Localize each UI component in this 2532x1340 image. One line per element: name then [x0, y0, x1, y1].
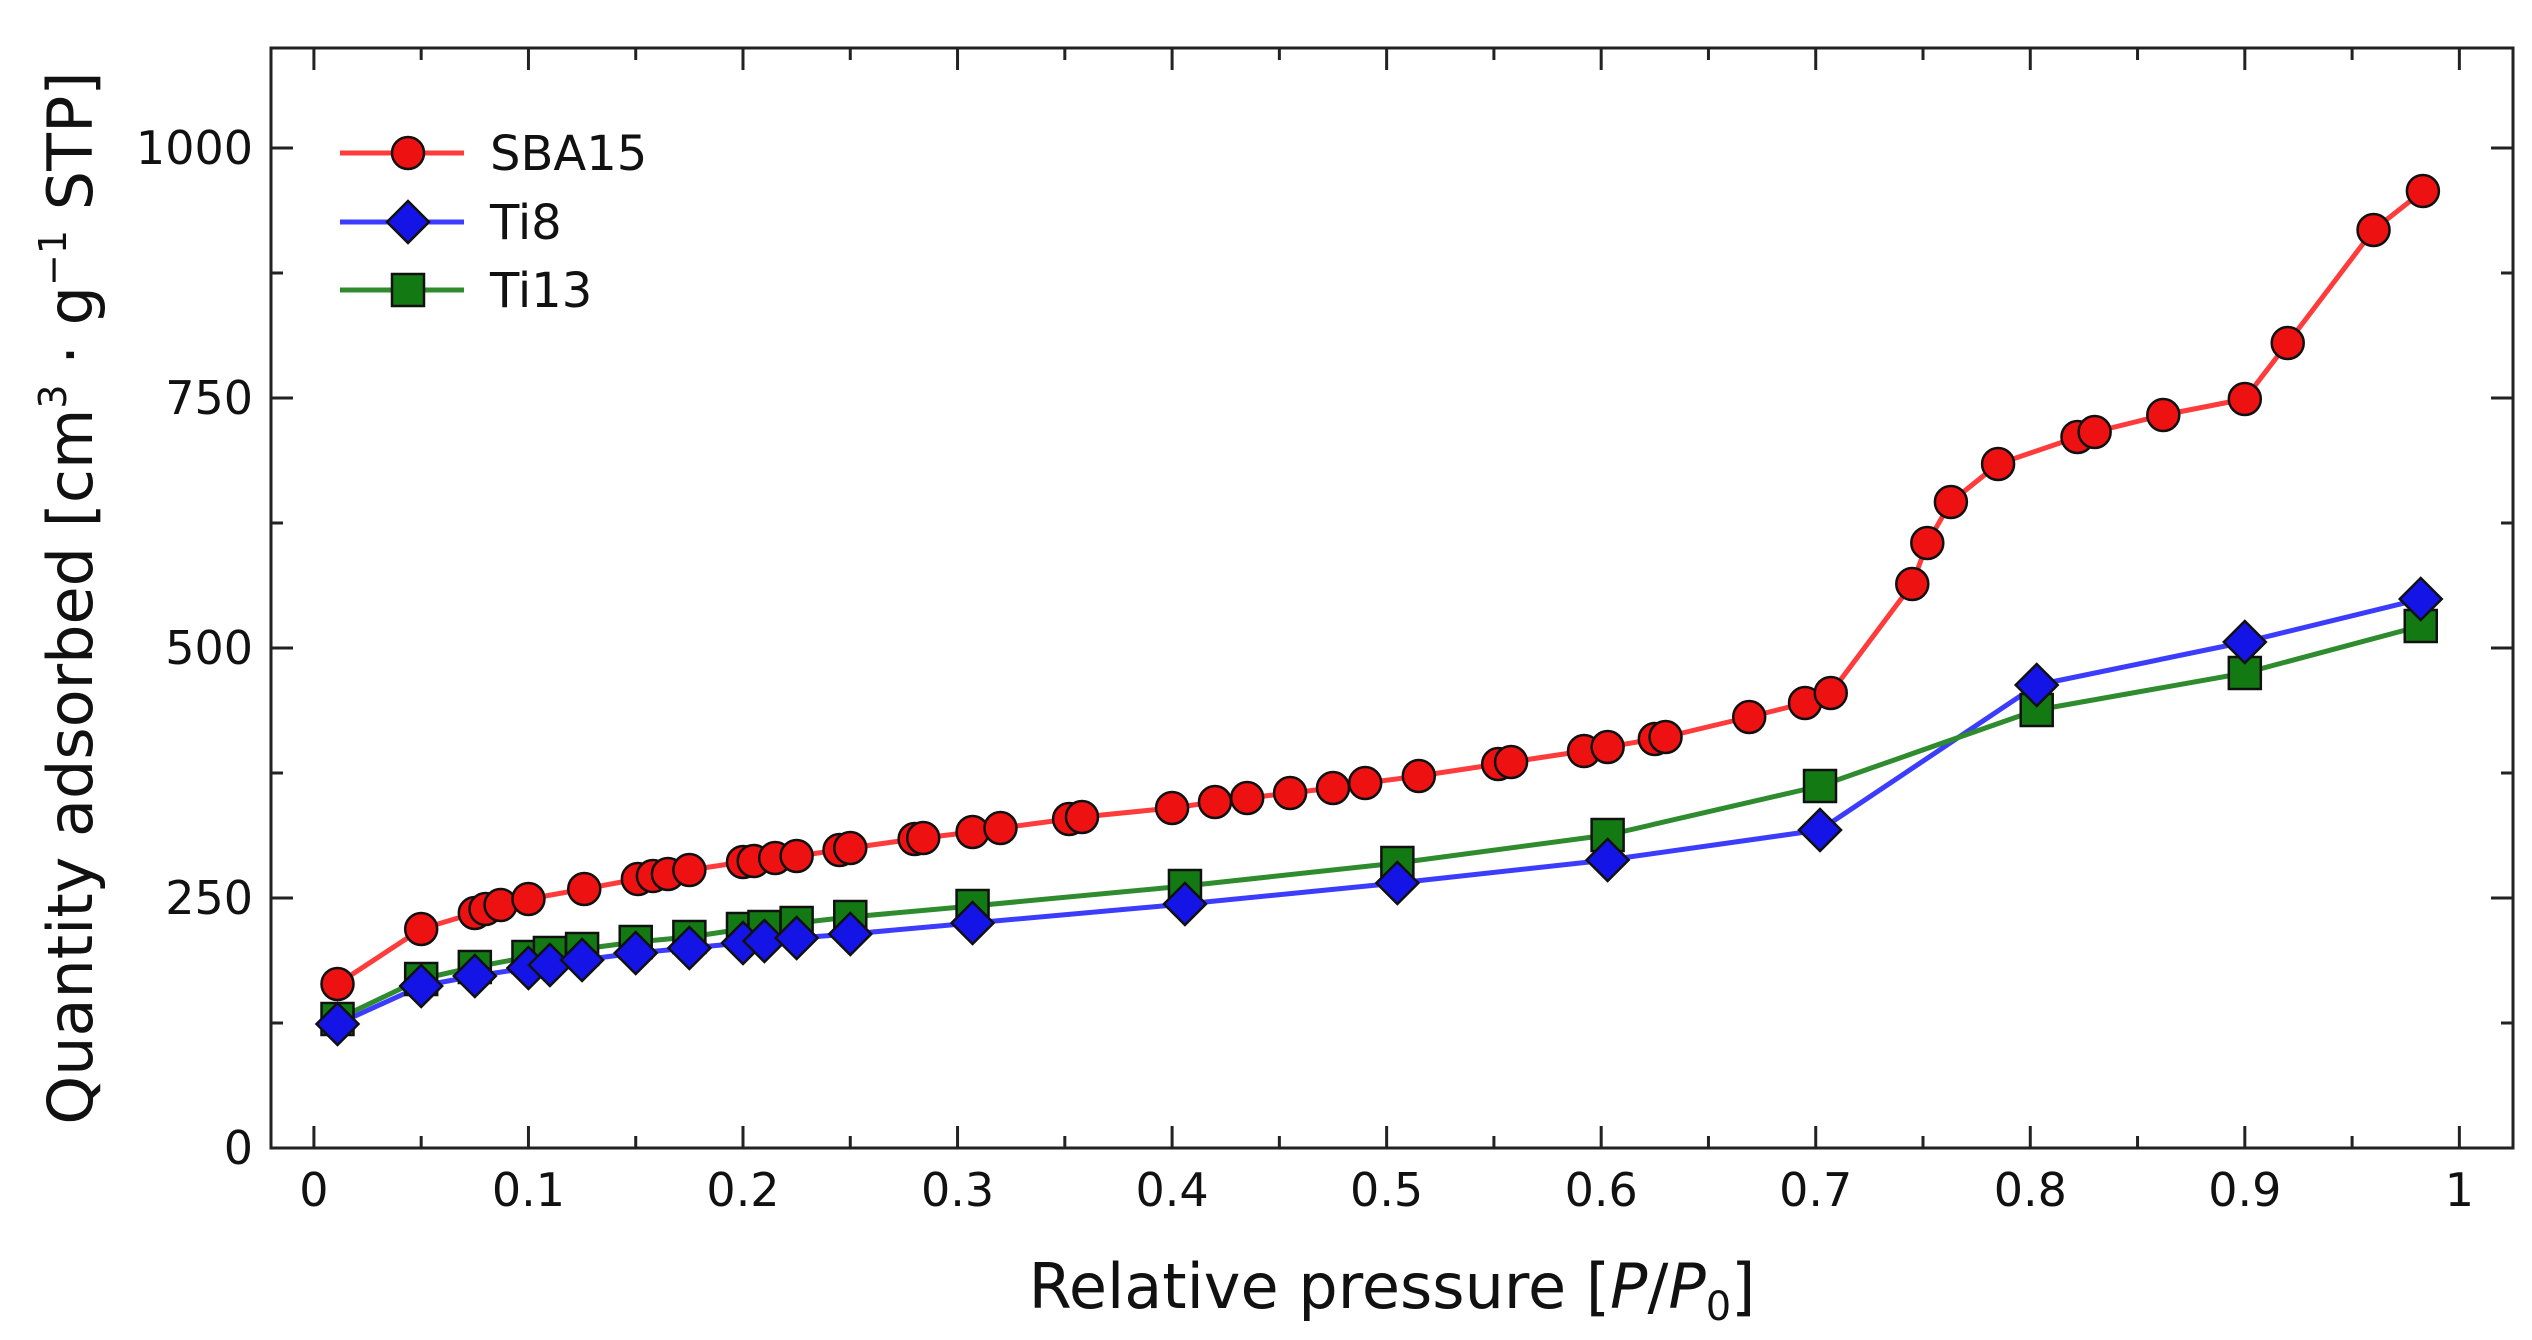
legend-marker-ti13 [390, 272, 426, 308]
x-tick-label: 0.2 [706, 1163, 779, 1217]
legend-marker-sba15 [390, 135, 426, 171]
data-point-ti13 [1802, 768, 1838, 804]
data-point-sba15 [2227, 381, 2263, 417]
series-markers-ti8 [314, 576, 2444, 1047]
data-point-sba15 [2146, 397, 2181, 433]
data-point-sba15 [1272, 775, 1308, 811]
data-point-sba15 [483, 887, 518, 923]
y-tick-label: 750 [165, 371, 253, 425]
data-point-ti8 [559, 937, 605, 983]
x-tick-label: 1 [2445, 1163, 2474, 1217]
data-point-ti8 [827, 911, 874, 957]
series-layer [314, 173, 2444, 1047]
data-point-sba15 [1315, 770, 1351, 806]
data-point-sba15 [672, 852, 707, 888]
data-point-sba15 [1347, 765, 1383, 801]
legend-label-ti8: Ti8 [489, 195, 562, 251]
data-point-ti8 [666, 925, 713, 971]
data-point-ti8 [452, 953, 498, 999]
data-point-sba15 [1933, 484, 1969, 520]
data-point-sba15 [1401, 758, 1437, 794]
data-point-sba15 [779, 838, 814, 874]
data-point-ti8 [1162, 881, 1208, 927]
data-point-sba15 [905, 820, 941, 856]
x-tick-label: 0.8 [1994, 1163, 2067, 1217]
data-point-ti8 [949, 900, 996, 946]
data-point-ti8 [1584, 837, 1631, 883]
x-axis-title: Relative pressure [P/P0] [1029, 1250, 1756, 1330]
data-point-sba15 [1493, 744, 1529, 780]
data-point-sba15 [1229, 780, 1265, 816]
data-point-ti8 [2013, 662, 2060, 708]
data-point-sba15 [2270, 325, 2305, 361]
data-point-sba15 [1197, 784, 1233, 820]
data-point-ti8 [1797, 807, 1843, 853]
data-point-sba15 [1895, 566, 1930, 602]
data-point-sba15 [320, 966, 355, 1002]
data-point-sba15 [1154, 790, 1190, 826]
data-point-sba15 [1813, 675, 1848, 711]
data-point-sba15 [983, 810, 1018, 846]
data-point-sba15 [403, 911, 439, 947]
data-point-sba15 [511, 881, 546, 917]
data-point-ti8 [314, 1001, 361, 1047]
data-point-sba15 [1910, 525, 1945, 561]
data-point-sba15 [2077, 414, 2112, 450]
data-point-sba15 [2405, 173, 2441, 209]
data-point-ti8 [1374, 860, 1421, 906]
data-point-ti8 [2222, 619, 2268, 665]
plot-frame [269, 46, 2515, 1150]
legend-label-ti13: Ti13 [489, 263, 592, 319]
x-tick-label: 0.5 [1350, 1163, 1423, 1217]
data-point-sba15 [1648, 719, 1683, 755]
data-point-sba15 [2356, 212, 2391, 248]
y-tick-label: 250 [165, 871, 253, 925]
data-point-sba15 [1731, 699, 1767, 735]
data-point-ti8 [773, 915, 820, 961]
legend-label-sba15: SBA15 [490, 126, 647, 182]
x-tick-label: 0.6 [1565, 1163, 1638, 1217]
y-tick-label: 1000 [136, 121, 253, 175]
y-tick-label: 0 [224, 1121, 253, 1175]
data-point-sba15 [1980, 446, 2016, 482]
legend: SBA15 Ti8 Ti13 [340, 126, 647, 319]
data-point-ti8 [612, 930, 659, 976]
data-point-sba15 [1064, 799, 1100, 835]
x-tick-label: 0.9 [2208, 1163, 2281, 1217]
x-tick-label: 0 [299, 1163, 328, 1217]
ticks-layer: 0 0.1 0.2 0.3 0.4 0.5 0.6 0.7 0.8 0.9 1 0 250 500 750 1… [136, 48, 2513, 1217]
data-point-sba15 [833, 830, 868, 866]
x-tick-label: 0.1 [492, 1163, 565, 1217]
y-tick-label: 500 [165, 621, 253, 675]
x-tick-label: 0.7 [1779, 1163, 1852, 1217]
legend-marker-ti8 [385, 199, 431, 245]
x-tick-label: 0.3 [921, 1163, 994, 1217]
data-point-sba15 [1590, 729, 1625, 765]
y-axis-title: Quantity adsorbed [cm3 · g−1 STP] [31, 71, 107, 1124]
data-point-ti8 [398, 963, 444, 1009]
x-tick-label: 0.4 [1136, 1163, 1209, 1217]
series-markers-sba15 [320, 173, 2441, 1002]
data-point-sba15 [566, 871, 602, 907]
data-point-ti8 [2397, 576, 2444, 622]
